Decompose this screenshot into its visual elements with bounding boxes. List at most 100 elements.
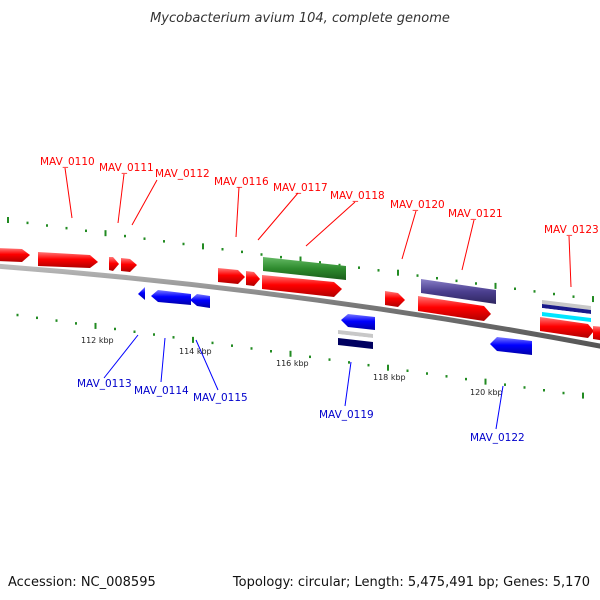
tick-mark [133, 330, 136, 333]
reverse-genes [138, 287, 532, 355]
kbp-label: 120 kbp [470, 388, 503, 397]
tick-mark [250, 347, 253, 350]
gene-label[interactable]: MAV_0119 [319, 409, 374, 421]
tick-mark [124, 234, 126, 238]
gene-label[interactable]: MAV_0111 [99, 162, 154, 174]
tick-mark [26, 221, 29, 225]
trna-stack[interactable] [542, 300, 591, 322]
rrna-feature[interactable] [263, 257, 346, 280]
kbp-label: 116 kbp [276, 359, 309, 368]
tick-mark [328, 358, 331, 361]
tick-mark [514, 287, 516, 291]
gene-label[interactable]: MAV_0123 [544, 224, 599, 236]
gene-label[interactable]: MAV_0112 [155, 168, 210, 180]
gene-label[interactable]: MAV_0120 [390, 199, 445, 211]
tick-mark [231, 344, 233, 347]
reverse-trna-stack[interactable] [338, 330, 373, 349]
tick-mark [289, 350, 292, 357]
tick-mark [55, 319, 58, 322]
gene-arrow[interactable] [190, 294, 210, 308]
gene-arrow[interactable] [246, 271, 260, 286]
tick-mark [358, 266, 360, 269]
tick-mark [172, 336, 175, 339]
kbp-label: 114 kbp [179, 347, 212, 356]
gene-arrow[interactable] [151, 290, 191, 305]
tick-mark [202, 243, 204, 250]
gene-label[interactable]: MAV_0113 [77, 378, 132, 390]
gene-arrow[interactable] [490, 337, 532, 355]
gene-arrow[interactable] [0, 248, 30, 262]
tick-mark [163, 240, 165, 243]
gene-label[interactable]: MAV_0118 [330, 190, 385, 202]
gene-label[interactable]: MAV_0122 [470, 432, 525, 444]
tick-mark [484, 378, 487, 385]
forward-gene-labels [64, 167, 572, 288]
tick-mark [192, 336, 194, 343]
tick-mark [543, 389, 545, 392]
tick-mark [523, 386, 526, 389]
gene-arrow[interactable] [418, 296, 491, 321]
gene-label[interactable]: MAV_0110 [40, 156, 95, 168]
tick-mark [445, 375, 448, 378]
tick-mark [533, 290, 536, 293]
purple-feature[interactable] [421, 279, 496, 304]
tick-mark [475, 282, 477, 285]
gene-arrow[interactable] [138, 287, 145, 300]
tick-mark [114, 327, 116, 331]
gene-label[interactable]: MAV_0117 [273, 182, 328, 194]
tick-mark [562, 391, 565, 395]
gene-arrow[interactable] [218, 268, 245, 284]
tick-mark [153, 333, 155, 336]
gene-arrow[interactable] [262, 275, 342, 297]
kbp-scale: 112 kbp 114 kbp 116 kbp 118 kbp 120 kbp [81, 336, 503, 397]
tick-mark [465, 377, 467, 381]
tick-mark [367, 363, 370, 367]
forward-genes [0, 248, 600, 341]
genome-backbone [0, 263, 600, 349]
gene-arrow[interactable] [540, 317, 594, 338]
tick-mark [241, 250, 243, 254]
tick-mark [426, 372, 428, 375]
tick-mark [7, 217, 9, 223]
gene-arrow[interactable] [109, 257, 119, 271]
kbp-label: 112 kbp [81, 336, 114, 345]
accession-text: Accession: NC_008595 [8, 575, 156, 590]
forward-strand-ticks [7, 217, 594, 303]
tick-mark [65, 226, 68, 230]
tick-mark [338, 263, 341, 267]
tick-mark [494, 282, 497, 289]
tick-mark [348, 361, 350, 364]
reverse-strand-ticks [16, 313, 584, 399]
tick-mark [221, 247, 224, 251]
tick-mark [143, 237, 146, 240]
gene-arrow[interactable] [121, 258, 137, 272]
tick-mark [85, 229, 87, 233]
gene-arrow[interactable] [385, 291, 405, 307]
tick-mark [46, 224, 48, 227]
tick-mark [397, 269, 399, 276]
reverse-gene-labels [103, 334, 504, 430]
tick-mark [36, 316, 38, 320]
tick-mark [592, 296, 594, 303]
tick-mark [280, 255, 282, 259]
tick-mark [436, 276, 438, 280]
gene-label[interactable]: MAV_0115 [193, 392, 248, 404]
tick-mark [182, 242, 185, 246]
tick-mark [211, 341, 214, 345]
gene-label[interactable]: MAV_0121 [448, 208, 503, 220]
gene-label[interactable]: MAV_0114 [134, 385, 189, 397]
tick-mark [75, 322, 77, 325]
tick-mark [270, 350, 272, 353]
tick-mark [582, 392, 584, 399]
gene-arrow[interactable] [593, 326, 600, 341]
kbp-label: 118 kbp [373, 373, 406, 382]
gene-label[interactable]: MAV_0116 [214, 176, 269, 188]
gene-arrow[interactable] [341, 314, 375, 330]
gene-arrow[interactable] [38, 252, 98, 268]
tick-mark [299, 256, 302, 263]
tick-mark [406, 369, 409, 372]
tick-mark [416, 274, 419, 277]
tick-mark [455, 279, 458, 283]
tick-mark [309, 355, 311, 359]
